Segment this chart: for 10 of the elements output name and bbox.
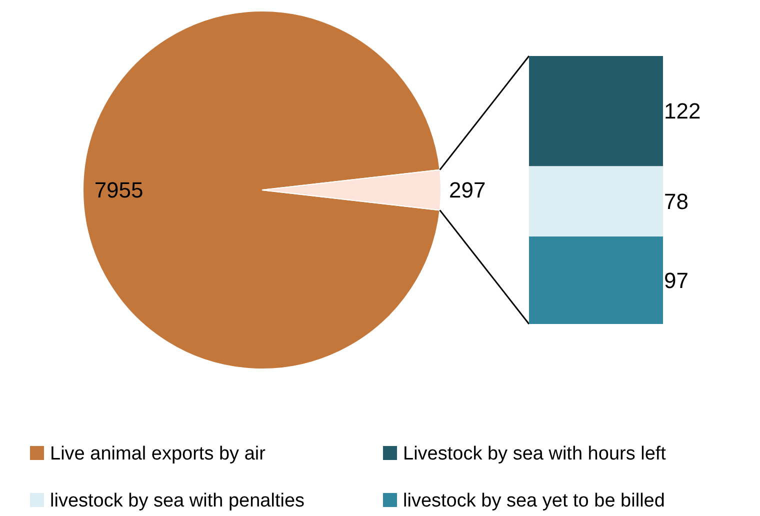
data-label: 7955 [94,178,144,203]
legend-label: livestock by sea yet to be billed [403,490,665,512]
data-label: 78 [664,188,688,214]
legend-label: Live animal exports by air [50,444,266,465]
data-label: 297 [449,178,486,203]
data-label: 97 [664,268,688,293]
data-label: 122 [664,98,701,124]
legend-label: livestock by sea with penalties [50,490,305,512]
legend-label: Livestock by sea with hours left [403,444,667,465]
pie-slice [82,10,440,370]
